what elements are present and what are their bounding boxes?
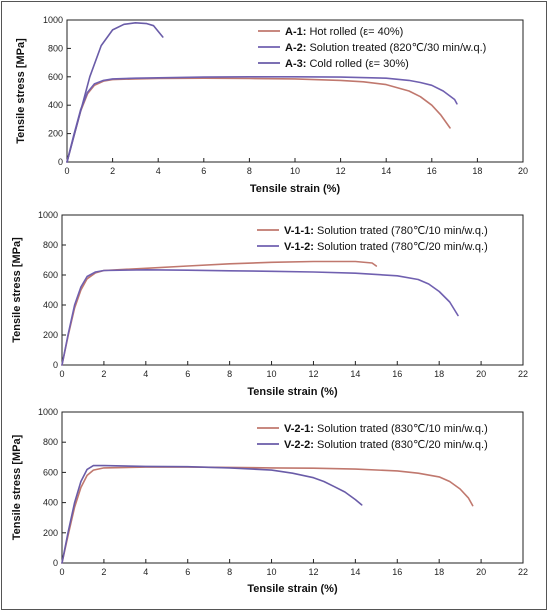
x-tick-label: 20	[518, 166, 528, 176]
y-tick-label: 200	[43, 330, 58, 340]
y-tick-label: 800	[48, 43, 63, 53]
x-tick-label: 8	[227, 369, 232, 379]
series-line-a-3	[66, 22, 164, 163]
legend-label-v-1-1: V-1-1: Solution trated (780℃/10 min/w.q.…	[284, 225, 488, 237]
x-tick-label: 2	[110, 166, 115, 176]
x-tick-label: 0	[59, 369, 64, 379]
x-tick-label: 18	[472, 166, 482, 176]
x-tick-label: 14	[350, 567, 360, 577]
legend-label-v-1-2: V-1-2: Solution trated (780℃/20 min/w.q.…	[284, 241, 488, 253]
chart-panel-3: 0 2 4 6 8 10 12 14 16 18 20 22 0 200 400 600 800 1000 Tens…	[11, 407, 528, 595]
x-tick-label: 10	[267, 567, 277, 577]
x-tick-label: 4	[143, 369, 148, 379]
y-tick-label: 0	[58, 157, 63, 167]
x-tick-label: 14	[350, 369, 360, 379]
legend-label-v-2-1: V-2-1: Solution trated (830℃/10 min/w.q.…	[284, 423, 488, 435]
x-tick-label: 16	[427, 166, 437, 176]
y-tick-label: 400	[43, 498, 58, 508]
x-tick-label: 4	[156, 166, 161, 176]
y-tick-label: 400	[43, 300, 58, 310]
x-tick-label: 0	[64, 166, 69, 176]
chart-panel-1: 0 2 4 6 8 10 12 14 16 18 2002004006008001000Tensil…	[15, 15, 528, 195]
series-line-a-1	[66, 77, 451, 163]
x-tick-label: 20	[476, 567, 486, 577]
series-line-v-1-1	[61, 260, 378, 366]
x-tick-label: 10	[267, 369, 277, 379]
x-tick-label: 6	[185, 567, 190, 577]
series-line-v-2-1	[61, 466, 474, 564]
x-axis-label: Tensile strain (%)	[250, 183, 341, 195]
x-axis-label: Tensile strain (%)	[247, 386, 338, 398]
y-tick-label: 800	[43, 437, 58, 447]
y-tick-label: 1000	[43, 15, 63, 25]
x-tick-label: 10	[290, 166, 300, 176]
legend-label-v-2-2: V-2-2: Solution trated (830℃/20 min/w.q.…	[284, 439, 488, 451]
y-tick-label: 600	[48, 72, 63, 82]
legend-label-a-3: A-3: Cold rolled (ε= 30%)	[285, 58, 409, 70]
x-tick-label: 18	[434, 369, 444, 379]
x-tick-label: 4	[143, 567, 148, 577]
x-tick-label: 8	[247, 166, 252, 176]
plot-area	[61, 214, 524, 366]
x-tick-label: 20	[476, 369, 486, 379]
series-line-v-2-2	[61, 464, 363, 564]
y-tick-label: 1000	[38, 407, 58, 417]
y-axis-label: Tensile stress [MPa]	[15, 38, 27, 144]
series-line-v-1-2	[61, 269, 459, 366]
x-tick-label: 12	[308, 567, 318, 577]
x-tick-label: 22	[518, 567, 528, 577]
x-tick-label: 2	[101, 567, 106, 577]
x-tick-label: 12	[308, 369, 318, 379]
x-tick-label: 12	[336, 166, 346, 176]
y-tick-label: 600	[43, 270, 58, 280]
x-tick-label: 18	[434, 567, 444, 577]
legend-label-a-2: A-2: Solution treated (820℃/30 min/w.q.)	[285, 42, 486, 54]
plot-area	[61, 411, 524, 564]
y-tick-label: 200	[43, 528, 58, 538]
x-tick-label: 16	[392, 567, 402, 577]
x-tick-label: 0	[59, 567, 64, 577]
x-tick-label: 14	[381, 166, 391, 176]
y-tick-label: 0	[53, 558, 58, 568]
chart-panel-2: 0 2 4 6 8 10 12 14 16 18 20 22 0 200 400 600 800 1000 Tens…	[11, 210, 528, 398]
y-tick-label: 800	[43, 240, 58, 250]
y-axis-label: Tensile stress [MPa]	[11, 434, 23, 540]
legend-label-a-1: A-1: Hot rolled (ε= 40%)	[285, 26, 403, 38]
x-tick-label: 2	[101, 369, 106, 379]
x-tick-label: 6	[201, 166, 206, 176]
y-tick-label: 1000	[38, 210, 58, 220]
x-tick-label: 16	[392, 369, 402, 379]
y-tick-label: 0	[53, 360, 58, 370]
y-axis-label: Tensile stress [MPa]	[11, 237, 23, 343]
y-tick-label: 200	[48, 129, 63, 139]
x-axis-label: Tensile strain (%)	[247, 583, 338, 595]
x-tick-label: 22	[518, 369, 528, 379]
x-tick-label: 6	[185, 369, 190, 379]
x-tick-label: 8	[227, 567, 232, 577]
y-tick-label: 400	[48, 100, 63, 110]
series-line-a-2	[66, 76, 458, 163]
y-tick-label: 600	[43, 467, 58, 477]
